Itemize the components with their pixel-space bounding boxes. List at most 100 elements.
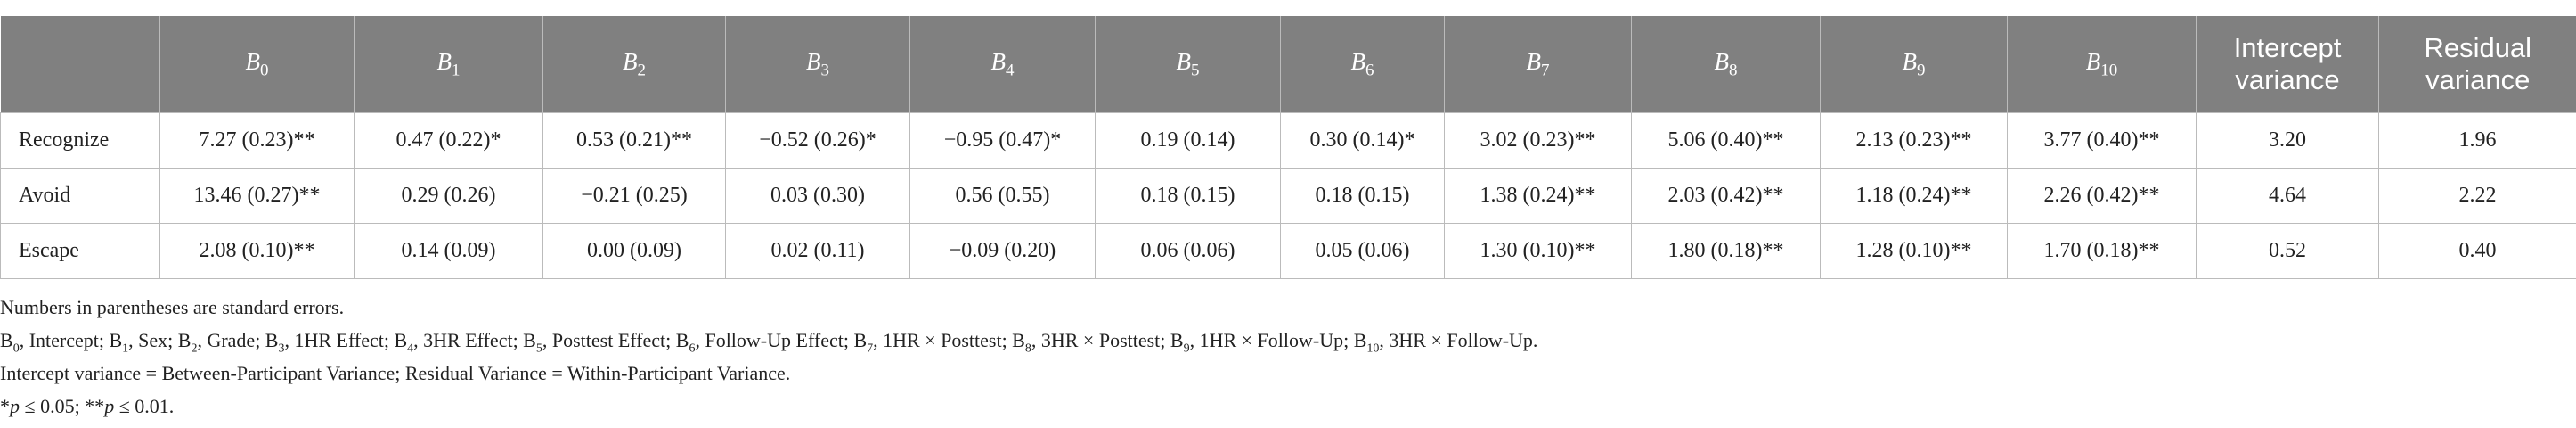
table-cell: 1.38 (0.24)** — [1444, 168, 1632, 224]
table-cell: −0.95 (0.47)* — [909, 112, 1096, 169]
footnote-text: , Sex; B — [128, 329, 192, 351]
header-subscript: 4 — [1006, 61, 1015, 80]
header-subscript: 6 — [1365, 61, 1374, 80]
footnote-text: , 3HR × Follow-Up. — [1379, 329, 1538, 351]
table-cell: 0.00 (0.09) — [542, 223, 726, 279]
header-subscript: 5 — [1191, 61, 1200, 80]
footnote: Intercept variance = Between-Participant… — [0, 357, 1537, 390]
header-subscript: 3 — [820, 61, 830, 80]
table-cell: 0.53 (0.21)** — [542, 112, 726, 169]
footnote-text: , 3HR × Posttest; B — [1031, 329, 1184, 351]
table-cell: 0.30 (0.14)* — [1280, 112, 1445, 169]
footnote-subscript: 4 — [407, 342, 414, 356]
table-cell: 0.14 (0.09) — [354, 223, 543, 279]
table-cell: −0.09 (0.20) — [909, 223, 1096, 279]
footnote-text: , 3HR Effect; B — [413, 329, 536, 351]
header-subscript: 0 — [260, 61, 269, 80]
header-symbol: B — [2085, 47, 2101, 75]
table-row: Escape 2.08 (0.10)** 0.14 (0.09) 0.00 (0.09… — [0, 223, 2576, 279]
header-row: B0 B1 B2 B3 B4 B5 B6 B7 B8 B9 B10 Intercept varianc… — [0, 16, 2576, 113]
results-table: B0 B1 B2 B3 B4 B5 B6 B7 B8 B9 B10 Intercept varianc… — [0, 16, 2576, 279]
header-subscript: 9 — [1917, 61, 1926, 80]
column-header: B1 — [354, 16, 543, 113]
table-cell: 13.46 (0.27)** — [159, 168, 355, 224]
footnote-subscript: 7 — [867, 342, 874, 356]
header-subscript: 7 — [1541, 61, 1550, 80]
table-cell: 4.64 — [2196, 168, 2379, 224]
footnote-text: B — [0, 329, 13, 351]
column-header: B3 — [725, 16, 910, 113]
table-cell: 5.06 (0.40)** — [1631, 112, 1821, 169]
table-cell: 3.20 — [2196, 112, 2379, 169]
footnote-text: , 1HR × Posttest; B — [873, 329, 1025, 351]
table-cell: 3.77 (0.40)** — [2007, 112, 2197, 169]
column-header: B9 — [1820, 16, 2008, 113]
column-header: B7 — [1444, 16, 1632, 113]
table-cell: 0.02 (0.11) — [725, 223, 910, 279]
column-header: Intercept variance — [2196, 16, 2379, 113]
table-cell: 1.30 (0.10)** — [1444, 223, 1632, 279]
footnote-subscript: 2 — [191, 342, 198, 356]
table-cell: 0.18 (0.15) — [1280, 168, 1445, 224]
footnote-text: Intercept variance = Between-Participant… — [0, 362, 791, 384]
table-cell: 0.19 (0.14) — [1095, 112, 1281, 169]
table-cell: 0.06 (0.06) — [1095, 223, 1281, 279]
header-subscript: 2 — [637, 61, 647, 80]
corner-cell — [0, 16, 160, 113]
header-symbol: B — [1902, 47, 1918, 75]
header-symbol: B — [436, 47, 452, 75]
header-symbol: B — [1176, 47, 1192, 75]
table-cell: 0.03 (0.30) — [725, 168, 910, 224]
table-cell: 3.02 (0.23)** — [1444, 112, 1632, 169]
footnote-text: ≤ 0.01. — [114, 395, 175, 417]
footnote-text: , Posttest Effect; B — [542, 329, 689, 351]
footnote-italic: p — [10, 395, 20, 417]
table-cell: 1.80 (0.18)** — [1631, 223, 1821, 279]
footnote-italic: p — [104, 395, 115, 417]
table-cell: −0.21 (0.25) — [542, 168, 726, 224]
footnote-subscript: 1 — [122, 342, 129, 356]
footnote: B0, Intercept; B1, Sex; B2, Grade; B3, 1… — [0, 324, 1537, 357]
footnote-subscript: 8 — [1024, 342, 1031, 356]
footnote-text: Numbers in parentheses are standard erro… — [0, 296, 345, 318]
footnote-subscript: 6 — [689, 342, 696, 356]
footnote: Numbers in parentheses are standard erro… — [0, 291, 1537, 324]
table-cell: 2.08 (0.10)** — [159, 223, 355, 279]
footnote-text: * — [0, 395, 10, 417]
header-symbol: B — [806, 47, 821, 75]
column-header: B0 — [159, 16, 355, 113]
table-cell: 0.18 (0.15) — [1095, 168, 1281, 224]
footnote-subscript: 3 — [278, 342, 285, 356]
header-subscript: 1 — [452, 61, 461, 80]
column-header: B2 — [542, 16, 726, 113]
column-header: B4 — [909, 16, 1096, 113]
table-cell: 7.27 (0.23)** — [159, 112, 355, 169]
header-subscript: 10 — [2100, 61, 2118, 80]
table-cell: 2.13 (0.23)** — [1820, 112, 2008, 169]
footnote-text: , Follow-Up Effect; B — [695, 329, 868, 351]
footnote-text: ≤ 0.05; ** — [20, 395, 105, 417]
table-cell: 1.70 (0.18)** — [2007, 223, 2197, 279]
table-cell: 0.29 (0.26) — [354, 168, 543, 224]
row-label: Recognize — [0, 112, 160, 169]
table-cell: 0.47 (0.22)* — [354, 112, 543, 169]
column-header: B10 — [2007, 16, 2197, 113]
footnote-subscript: 0 — [12, 342, 20, 356]
header-symbol: B — [245, 47, 261, 75]
table-cell: 1.18 (0.24)** — [1820, 168, 2008, 224]
footnote-text: , 1HR × Follow-Up; B — [1189, 329, 1367, 351]
table-cell: 2.03 (0.42)** — [1631, 168, 1821, 224]
table-row: Recognize 7.27 (0.23)** 0.47 (0.22)* 0.53 (… — [0, 112, 2576, 169]
table-cell: 1.96 — [2378, 112, 2576, 169]
column-header: B6 — [1280, 16, 1445, 113]
column-header: Residual variance — [2378, 16, 2576, 113]
table-body: Recognize 7.27 (0.23)** 0.47 (0.22)* 0.53 (… — [0, 112, 2576, 279]
table-cell: 2.22 — [2378, 168, 2576, 224]
header-symbol: B — [623, 47, 638, 75]
footnote-text: , Intercept; B — [19, 329, 123, 351]
header-symbol: B — [1350, 47, 1366, 75]
table-cell: 0.52 — [2196, 223, 2379, 279]
table-cell: 1.28 (0.10)** — [1820, 223, 2008, 279]
header-symbol: B — [1526, 47, 1542, 75]
